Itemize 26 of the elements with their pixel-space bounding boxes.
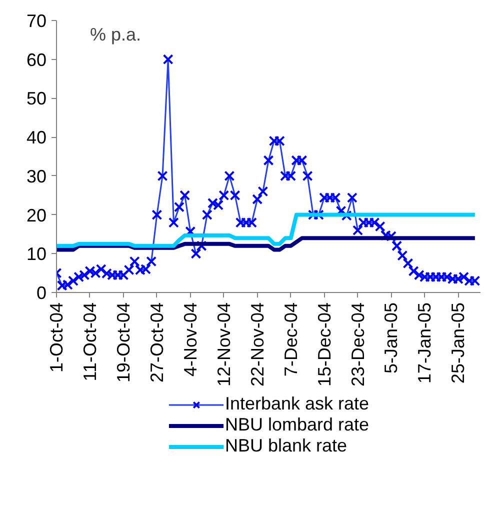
y-tick-label: 60 [26, 50, 47, 70]
x-tick-label: 11-Oct-04 [80, 302, 100, 382]
x-tick-label: 17-Jan-05 [414, 302, 435, 384]
x-tick-label: 5-Jan-05 [381, 302, 402, 374]
x-tick-label: 15-Dec-04 [314, 302, 334, 387]
y-tick-label: 10 [26, 244, 47, 264]
x-tick-label: 7-Dec-04 [280, 302, 301, 377]
y-tick-label: 50 [26, 88, 47, 109]
legend-label: NBU lombard rate [224, 414, 370, 436]
y-tick-label: 40 [26, 128, 47, 148]
y-tick-label: 20 [26, 205, 47, 226]
legend-label: Interbank ask rate [224, 394, 370, 414]
y-tick-label: 70 [26, 11, 47, 31]
line-series [56, 212, 477, 248]
x-tick-label: 19-Oct-04 [113, 302, 134, 383]
x-tick-label: 1-Oct-04 [46, 302, 66, 373]
x-tick-label: 4-Nov-04 [180, 302, 200, 377]
x-tick-label: 22-Nov-04 [247, 302, 268, 387]
x-tick-label: 23-Dec-04 [348, 302, 368, 387]
legend-label: NBU blank rate [224, 436, 348, 456]
x-tick-label: 25-Jan-05 [448, 302, 468, 384]
x-tick-label: 27-Oct-04 [146, 302, 167, 383]
y-axis-title: % p.a. [90, 24, 142, 44]
y-tick-label: 0 [36, 283, 47, 303]
x-tick-label: 12-Nov-04 [214, 302, 234, 387]
y-tick-label: 30 [26, 166, 47, 186]
